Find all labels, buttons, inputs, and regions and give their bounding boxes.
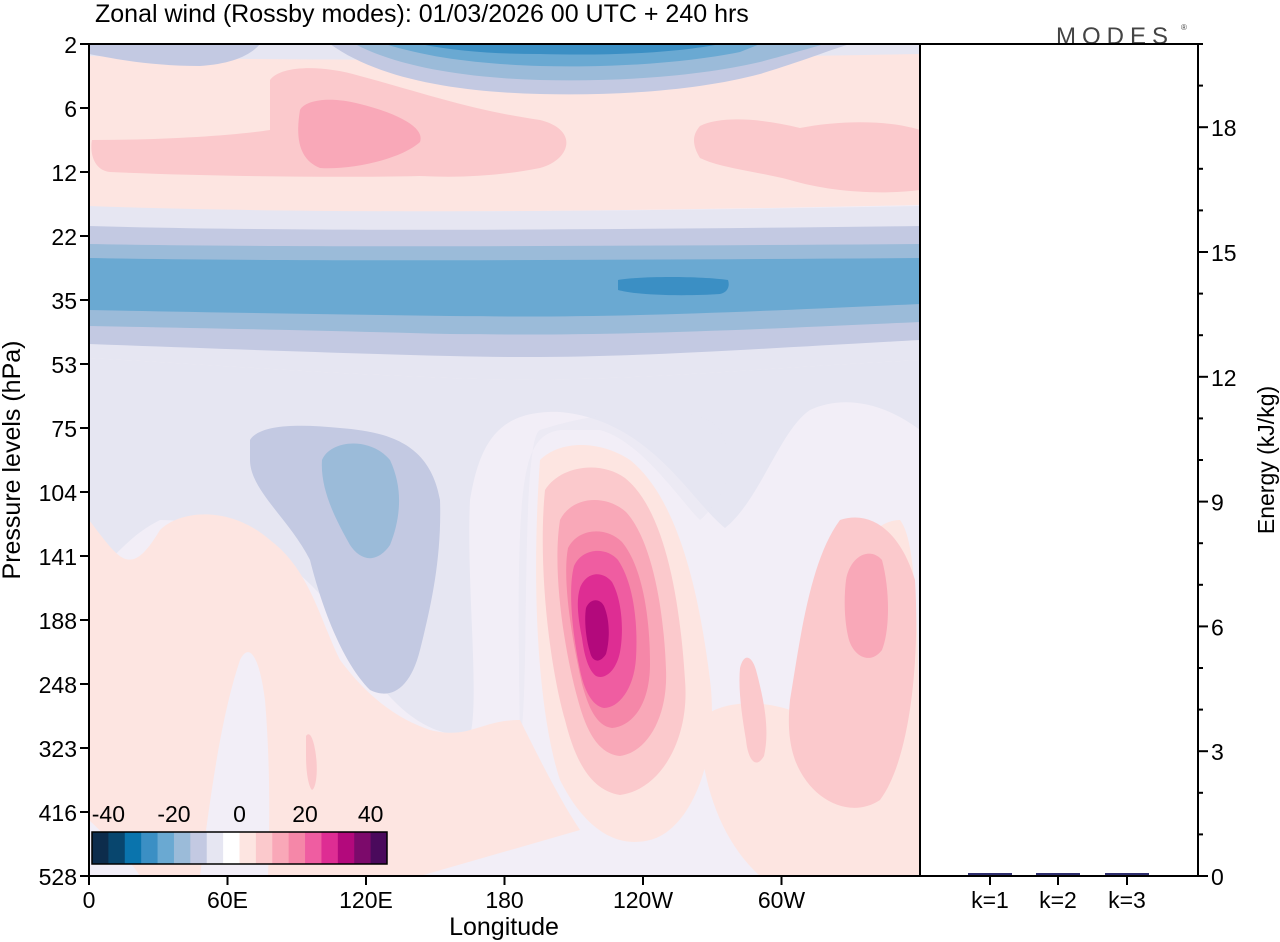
energy-tick-label: 15 bbox=[1211, 240, 1237, 266]
y-tick-label: 22 bbox=[51, 224, 77, 250]
energy-tick-label: 6 bbox=[1211, 614, 1224, 640]
colorbar-tick-label: -40 bbox=[92, 801, 125, 827]
energy-category-label: k=2 bbox=[1039, 887, 1077, 913]
energy-category-label: k=1 bbox=[971, 887, 1009, 913]
colorbar-frame bbox=[91, 831, 388, 865]
colorbar: -40 -20 0 20 40 bbox=[91, 801, 388, 865]
colorbar-swatch bbox=[239, 832, 257, 864]
colorbar-swatch bbox=[206, 832, 224, 864]
energy-tick-label: 18 bbox=[1211, 115, 1237, 141]
logo-registered-mark: ® bbox=[1181, 23, 1187, 32]
energy-panel-frame bbox=[919, 43, 1199, 877]
y-tick-label: 6 bbox=[64, 96, 77, 122]
contour-field bbox=[89, 44, 920, 876]
energy-tick-label: 0 bbox=[1211, 864, 1224, 890]
chart-title: Zonal wind (Rossby modes): 01/03/2026 00… bbox=[95, 0, 749, 28]
colorbar-swatch bbox=[288, 832, 306, 864]
y-tick-label: 416 bbox=[39, 800, 77, 826]
colorbar-swatch bbox=[272, 832, 290, 864]
y-tick-label: 2 bbox=[64, 32, 77, 58]
colorbar-swatch bbox=[157, 832, 175, 864]
colorbar-swatch bbox=[305, 832, 322, 864]
colorbar-tick-label: 0 bbox=[233, 801, 246, 827]
energy-category-label: k=3 bbox=[1108, 887, 1146, 913]
colorbar-swatch bbox=[223, 832, 240, 864]
colorbar-swatch bbox=[321, 832, 339, 864]
y-tick-label: 104 bbox=[39, 480, 78, 506]
colorbar-swatch bbox=[370, 832, 388, 864]
y-tick-label: 141 bbox=[39, 544, 77, 570]
energy-tick-label: 3 bbox=[1211, 739, 1224, 765]
colorbar-tick-label: -20 bbox=[157, 801, 190, 827]
energy-tick-label: 9 bbox=[1211, 490, 1224, 516]
colorbar-swatch bbox=[124, 832, 142, 864]
energy-tick-label: 12 bbox=[1211, 365, 1237, 391]
colorbar-swatch bbox=[337, 832, 355, 864]
colorbar-swatch bbox=[255, 832, 273, 864]
y-tick-label: 35 bbox=[51, 288, 77, 314]
colorbar-swatch bbox=[354, 832, 372, 864]
y-tick-label: 323 bbox=[39, 736, 77, 762]
energy-axis: 0 3 6 9 12 15 18 bbox=[1198, 43, 1237, 890]
x-axis-title: Longitude bbox=[449, 913, 559, 941]
energy-bars: k=1 k=2 k=3 bbox=[968, 873, 1149, 913]
contour-stratospheric-core bbox=[618, 277, 729, 296]
contour-stratospheric-jet bbox=[89, 258, 920, 317]
y-tick-label: 12 bbox=[51, 160, 77, 186]
y-tick-label: 248 bbox=[39, 672, 77, 698]
longitude-axis: 0 60E 120E 180 120W 60W bbox=[83, 876, 806, 913]
modes-logo: MODES bbox=[1056, 23, 1174, 50]
colorbar-swatch bbox=[141, 832, 159, 864]
x-tick-label: 120E bbox=[339, 887, 393, 913]
contour-westerly-cell-60W bbox=[844, 553, 888, 658]
colorbar-tick-label: 20 bbox=[292, 801, 318, 827]
pressure-level-axis: 2 6 12 22 35 53 75 104 141 188 248 323 416 528 bbox=[39, 32, 89, 890]
colorbar-swatch bbox=[108, 832, 126, 864]
colorbar-tick-label: 40 bbox=[358, 801, 384, 827]
x-tick-label: 60W bbox=[758, 887, 806, 913]
x-tick-label: 60E bbox=[207, 887, 248, 913]
y-axis-title: Pressure levels (hPa) bbox=[0, 341, 26, 580]
energy-bar bbox=[968, 873, 1012, 875]
x-tick-label: 180 bbox=[485, 887, 523, 913]
colorbar-swatch bbox=[190, 832, 208, 864]
x-tick-label: 0 bbox=[83, 887, 96, 913]
energy-bar bbox=[1105, 873, 1149, 875]
colorbar-swatch bbox=[173, 832, 191, 864]
energy-bar bbox=[1036, 873, 1080, 875]
energy-axis-title: Energy (kJ/kg) bbox=[1253, 386, 1279, 534]
y-tick-label: 528 bbox=[39, 864, 77, 890]
x-tick-label: 120W bbox=[613, 887, 673, 913]
colorbar-swatch bbox=[92, 832, 109, 864]
y-tick-label: 53 bbox=[51, 352, 77, 378]
y-tick-label: 75 bbox=[51, 416, 77, 442]
y-tick-label: 188 bbox=[39, 608, 77, 634]
